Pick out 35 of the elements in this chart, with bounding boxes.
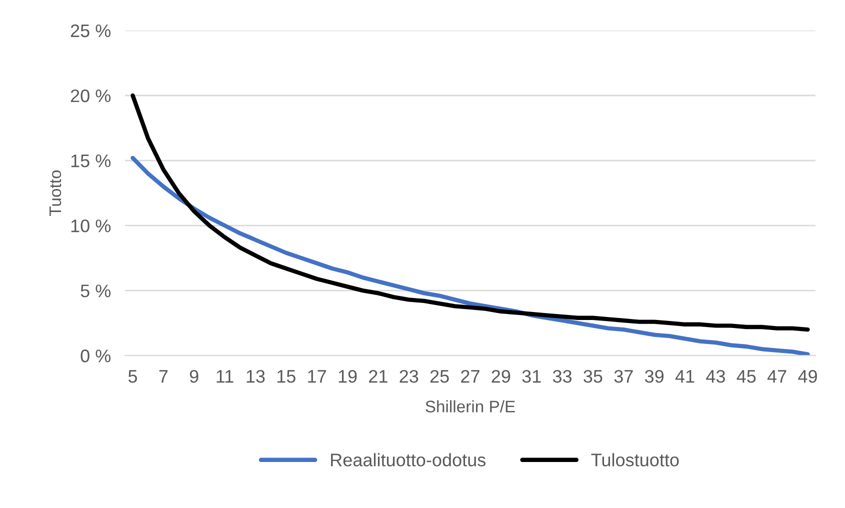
x-tick-label: 13 bbox=[246, 370, 265, 383]
x-tick-label: 45 bbox=[736, 370, 756, 383]
x-tick-label: 23 bbox=[400, 370, 418, 383]
x-tick-label: 21 bbox=[369, 370, 388, 383]
x-tick-label: 5 bbox=[128, 370, 137, 383]
x-tick-label: 39 bbox=[644, 370, 664, 383]
y-tick-label: 15 % bbox=[71, 154, 111, 168]
x-tick-label: 37 bbox=[614, 370, 633, 383]
x-tick-label: 19 bbox=[338, 370, 357, 383]
x-tick-label: 47 bbox=[767, 370, 786, 383]
x-tick-label: 35 bbox=[584, 370, 602, 383]
legend-label: Tulostuotto bbox=[591, 453, 679, 466]
y-tick-label: 5 % bbox=[80, 284, 111, 298]
x-tick-label: 15 bbox=[277, 370, 296, 383]
y-tick-label: 0 % bbox=[80, 350, 111, 362]
x-tick-label: 11 bbox=[216, 370, 234, 383]
y-tick-label: 25 % bbox=[70, 24, 111, 38]
line-series bbox=[130, 93, 810, 332]
x-tick-label: 9 bbox=[190, 370, 198, 383]
x-axis-title: Shillerin P/E bbox=[426, 400, 515, 412]
x-tick-label: 25 bbox=[430, 370, 449, 383]
y-axis-title: Tuotto bbox=[50, 170, 62, 216]
x-tick-label: 33 bbox=[552, 370, 572, 383]
line-series bbox=[130, 156, 810, 356]
y-tick-label: 10 % bbox=[71, 219, 111, 232]
x-tick-label: 49 bbox=[798, 370, 817, 383]
x-tick-label: 27 bbox=[461, 370, 480, 383]
x-tick-label: 43 bbox=[706, 370, 725, 383]
x-tick-label: 7 bbox=[159, 370, 168, 383]
x-tick-label: 29 bbox=[492, 370, 510, 383]
y-tick-label: 20 % bbox=[70, 89, 111, 102]
x-tick-label: 17 bbox=[308, 370, 326, 383]
x-tick-label: 31 bbox=[522, 370, 541, 383]
legend-label: Reaalituotto-odotus bbox=[331, 453, 486, 466]
x-tick-label: 41 bbox=[675, 370, 694, 383]
